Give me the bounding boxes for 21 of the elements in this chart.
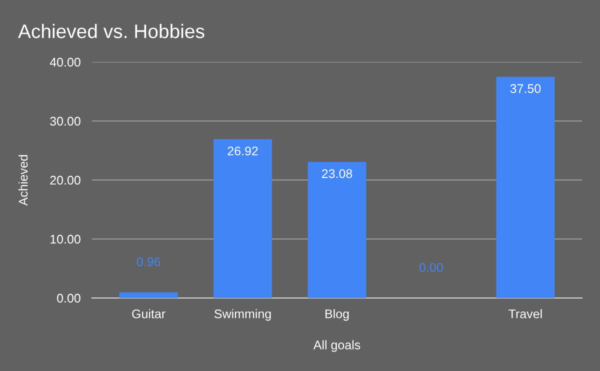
x-tick-label: Swimming <box>214 309 271 321</box>
x-tick-label: Guitar <box>132 309 166 318</box>
x-axis-title: All goals <box>313 340 360 352</box>
y-tick-label: 40.00 <box>50 58 80 67</box>
chart-title: Achieved vs. Hobbies <box>18 24 204 38</box>
x-tick-label: Blog <box>326 309 349 321</box>
bar <box>496 76 555 298</box>
data-label: 37.50 <box>510 84 541 94</box>
y-tick-label: 30.00 <box>50 116 80 126</box>
y-axis-title: Achieved <box>18 155 28 206</box>
y-tick-label: 0.00 <box>57 294 80 303</box>
bar <box>214 139 272 298</box>
data-label: 26.92 <box>228 146 258 156</box>
bar <box>119 292 178 298</box>
bar <box>308 162 366 298</box>
x-tick-label: Travel <box>508 309 542 318</box>
data-label: 0.96 <box>136 257 160 266</box>
y-tick-label: 10.00 <box>50 234 80 244</box>
data-label: 0.00 <box>420 263 443 272</box>
data-label: 23.08 <box>322 169 352 178</box>
y-tick-label: 20.00 <box>50 176 80 185</box>
